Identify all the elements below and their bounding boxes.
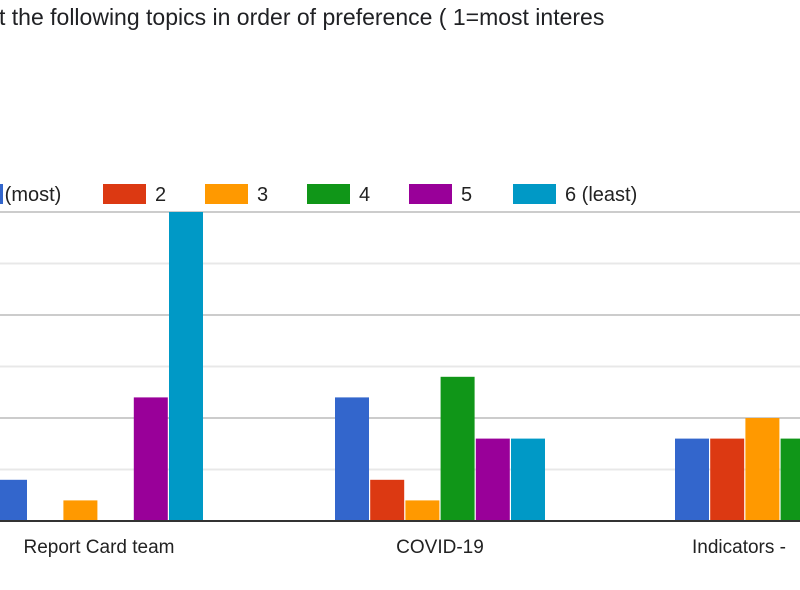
legend-label: 3 [257, 184, 268, 206]
bar-3-3 [745, 418, 780, 521]
legend-swatch [0, 184, 3, 204]
bar-1-3 [675, 438, 709, 521]
legend-label: 5 [461, 184, 472, 206]
bar-2-3 [710, 438, 745, 521]
legend-label: 6 (least) [565, 184, 637, 206]
bar-2-2 [370, 479, 405, 521]
legend-swatch [513, 184, 556, 204]
category-label: Indicators - [692, 537, 786, 558]
category-label: COVID-19 [396, 537, 484, 558]
legend-swatch [103, 184, 146, 204]
legend-swatch [205, 184, 248, 204]
bar-3-1 [63, 500, 98, 521]
legend-label: 4 [359, 184, 370, 206]
bar-5-2 [475, 438, 510, 521]
bar-4-2 [440, 376, 475, 521]
bar-5-1 [133, 397, 168, 521]
legend-swatch [409, 184, 452, 204]
legend-swatch [307, 184, 350, 204]
bar-1-1 [0, 479, 27, 521]
chart-title: t the following topics in order of prefe… [0, 4, 605, 30]
bar-3-2 [405, 500, 440, 521]
bar-6-1 [169, 212, 203, 521]
legend-label: 2 [155, 184, 166, 206]
bar-1-2 [335, 397, 369, 521]
legend-label: 1 (most) [0, 184, 61, 206]
bar-4-3 [780, 438, 800, 521]
bar-6-2 [511, 438, 545, 521]
category-label: Report Card team [23, 537, 174, 558]
